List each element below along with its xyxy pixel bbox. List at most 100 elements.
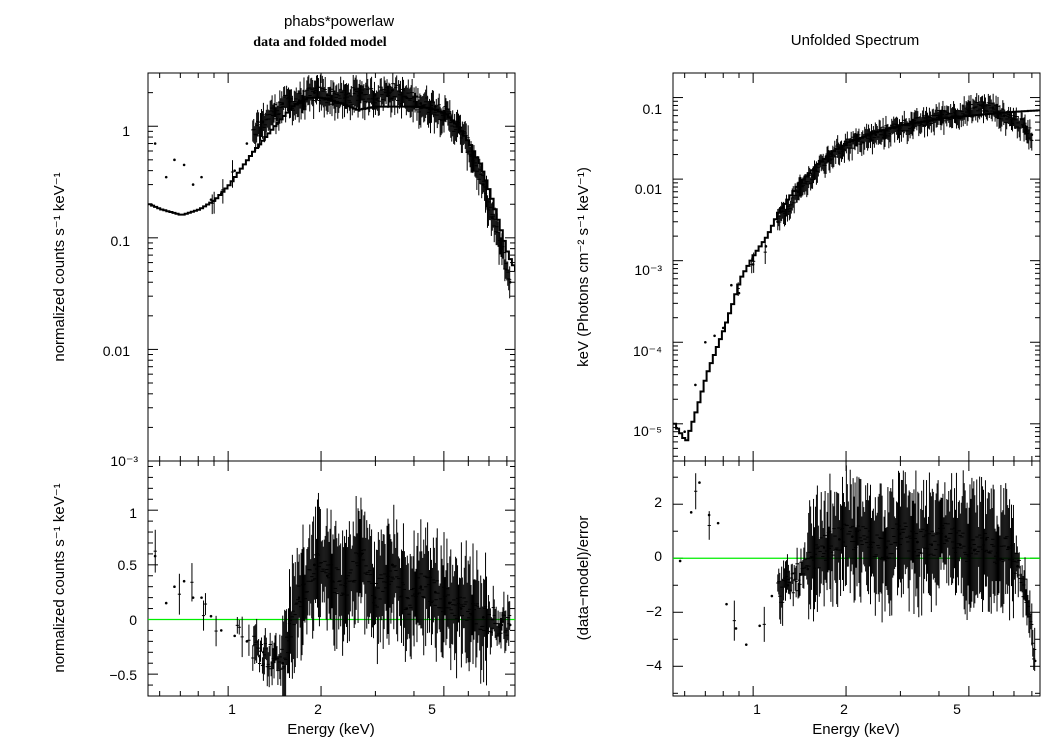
data-point <box>233 634 236 638</box>
data-point <box>734 627 738 630</box>
data-point <box>776 220 779 224</box>
data-point <box>1033 659 1037 663</box>
data-point <box>704 340 707 344</box>
data-point <box>678 559 682 563</box>
data-point <box>689 511 693 514</box>
data-point <box>281 102 284 105</box>
data-point <box>996 551 1000 555</box>
left-xtick-1: 1 <box>228 701 236 717</box>
plot-area <box>673 93 1040 442</box>
left-top-ytick-0.01: 0.01 <box>103 343 130 359</box>
left-bottom-data <box>148 492 515 696</box>
data-point <box>1012 117 1016 121</box>
data-point <box>245 142 249 145</box>
data-point <box>491 216 495 220</box>
data-point <box>707 513 711 517</box>
data-point <box>374 93 377 97</box>
data-point <box>758 624 761 628</box>
plot-area <box>148 73 515 299</box>
right-bottom-ylabel: (data−model)/error <box>575 516 592 641</box>
data-point <box>233 169 236 172</box>
left-bottom-ytick-0: 0 <box>129 612 137 628</box>
data-point <box>359 91 363 94</box>
data-point <box>953 111 957 115</box>
data-point <box>884 546 888 549</box>
data-point <box>500 247 504 250</box>
data-point <box>796 190 800 194</box>
plot-area <box>148 492 515 696</box>
left-bottom-ytick-neg0.5: −0.5 <box>109 667 137 683</box>
data-point <box>173 585 176 588</box>
data-point <box>245 640 249 643</box>
data-point <box>725 602 728 606</box>
data-point <box>869 540 872 544</box>
data-point <box>262 650 265 654</box>
data-point <box>481 183 485 186</box>
right-top-ytick-0.1: 0.1 <box>643 101 663 117</box>
data-point <box>837 538 841 541</box>
plot-area <box>673 465 1040 672</box>
data-point <box>851 535 854 538</box>
data-point <box>200 596 203 599</box>
data-point <box>164 601 168 605</box>
model-curve <box>673 109 1040 442</box>
data-point <box>1030 133 1034 137</box>
data-point <box>822 546 826 549</box>
right-top-data <box>673 93 1040 442</box>
data-point <box>419 102 422 105</box>
left-bottom-frame <box>147 460 516 697</box>
data-point <box>281 661 284 665</box>
right-xtick-5: 5 <box>953 701 961 717</box>
data-point <box>972 548 976 552</box>
left-bottom-ytick-1: 1 <box>129 505 137 521</box>
data-point <box>173 158 176 162</box>
model-curve <box>148 96 515 272</box>
right-title: Unfolded Spectrum <box>791 32 919 49</box>
data-point <box>944 535 947 538</box>
data-point <box>182 579 186 583</box>
data-point <box>1016 565 1020 568</box>
data-point <box>806 567 809 571</box>
data-point <box>959 543 962 547</box>
data-point <box>344 585 347 588</box>
right-bottom-data <box>673 465 1040 672</box>
data-point <box>182 163 186 167</box>
data-point <box>326 93 329 97</box>
data-point <box>153 554 157 558</box>
data-point <box>508 623 512 627</box>
data-point <box>500 623 504 627</box>
data-point <box>730 283 733 287</box>
right-bottom-frame <box>672 460 1041 697</box>
data-point <box>737 291 741 295</box>
data-point <box>447 601 451 605</box>
data-point <box>967 108 971 112</box>
left-top-ticks <box>148 72 515 462</box>
data-point <box>698 481 701 484</box>
data-point <box>359 552 363 556</box>
right-bottom-ytick-0: 0 <box>654 548 662 564</box>
data-point <box>200 175 203 179</box>
data-point <box>1006 546 1010 549</box>
left-bottom-ytick-0.5: 0.5 <box>118 557 138 573</box>
data-point <box>405 96 409 100</box>
right-plot: Unfolded Spectrum 0.1 0.01 10⁻³ 10⁻⁴ 10⁻… <box>575 32 1041 738</box>
data-point <box>508 280 512 284</box>
data-point <box>764 245 768 248</box>
data-point <box>434 590 437 594</box>
data-point <box>694 383 697 387</box>
data-point <box>191 596 195 599</box>
data-point <box>992 106 995 110</box>
data-point <box>937 114 941 117</box>
data-point <box>471 153 475 157</box>
data-point <box>344 96 347 100</box>
left-top-data <box>148 73 515 299</box>
left-xlabel: Energy (keV) <box>287 721 375 738</box>
left-top-ytick-0.1: 0.1 <box>111 233 131 249</box>
right-bottom-ytick-neg4: −4 <box>646 657 662 673</box>
data-point <box>721 326 725 330</box>
data-point <box>191 183 195 186</box>
data-point <box>980 104 983 107</box>
right-top-ytick-0.01: 0.01 <box>635 181 662 197</box>
left-xtick-5: 5 <box>428 701 436 717</box>
